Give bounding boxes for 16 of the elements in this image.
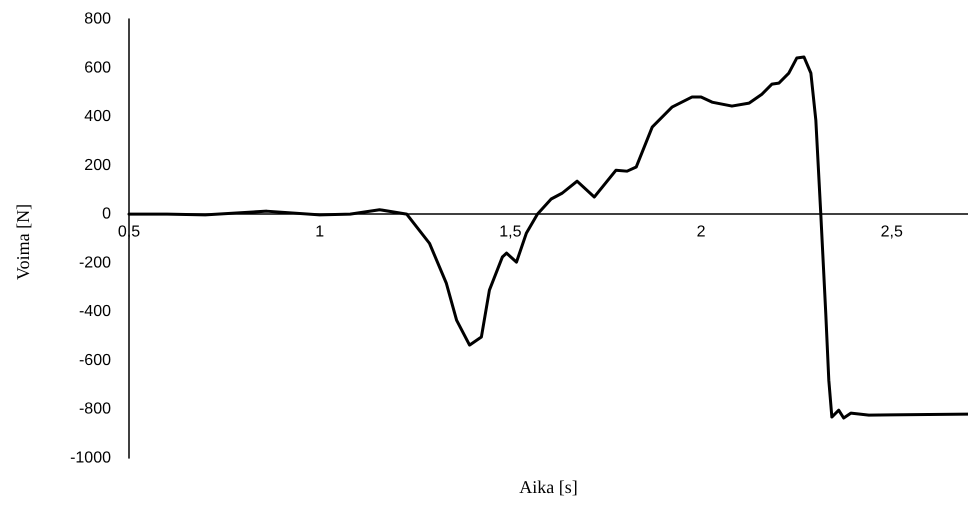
y-tick-label: 800: [84, 10, 112, 28]
x-tick-label: 1: [315, 224, 324, 241]
y-tick-label: 0: [102, 206, 112, 223]
y-axis-title: Voima [N]: [13, 204, 33, 280]
y-tick-label: 400: [84, 108, 112, 126]
y-tick-label: 600: [84, 59, 112, 76]
x-tick-label: 2: [696, 224, 706, 241]
y-tick-label: -600: [78, 352, 112, 369]
y-tick-label: 200: [84, 156, 112, 174]
y-tick-label: -800: [78, 400, 112, 418]
x-tick-label: 2,5: [880, 224, 903, 241]
y-tick-label: -200: [78, 254, 112, 272]
x-axis-title: Aika [s]: [519, 477, 578, 497]
y-tick-label: -400: [78, 303, 112, 320]
y-tick-label: -1000: [70, 450, 112, 466]
x-tick-label: 1,5: [499, 224, 522, 241]
